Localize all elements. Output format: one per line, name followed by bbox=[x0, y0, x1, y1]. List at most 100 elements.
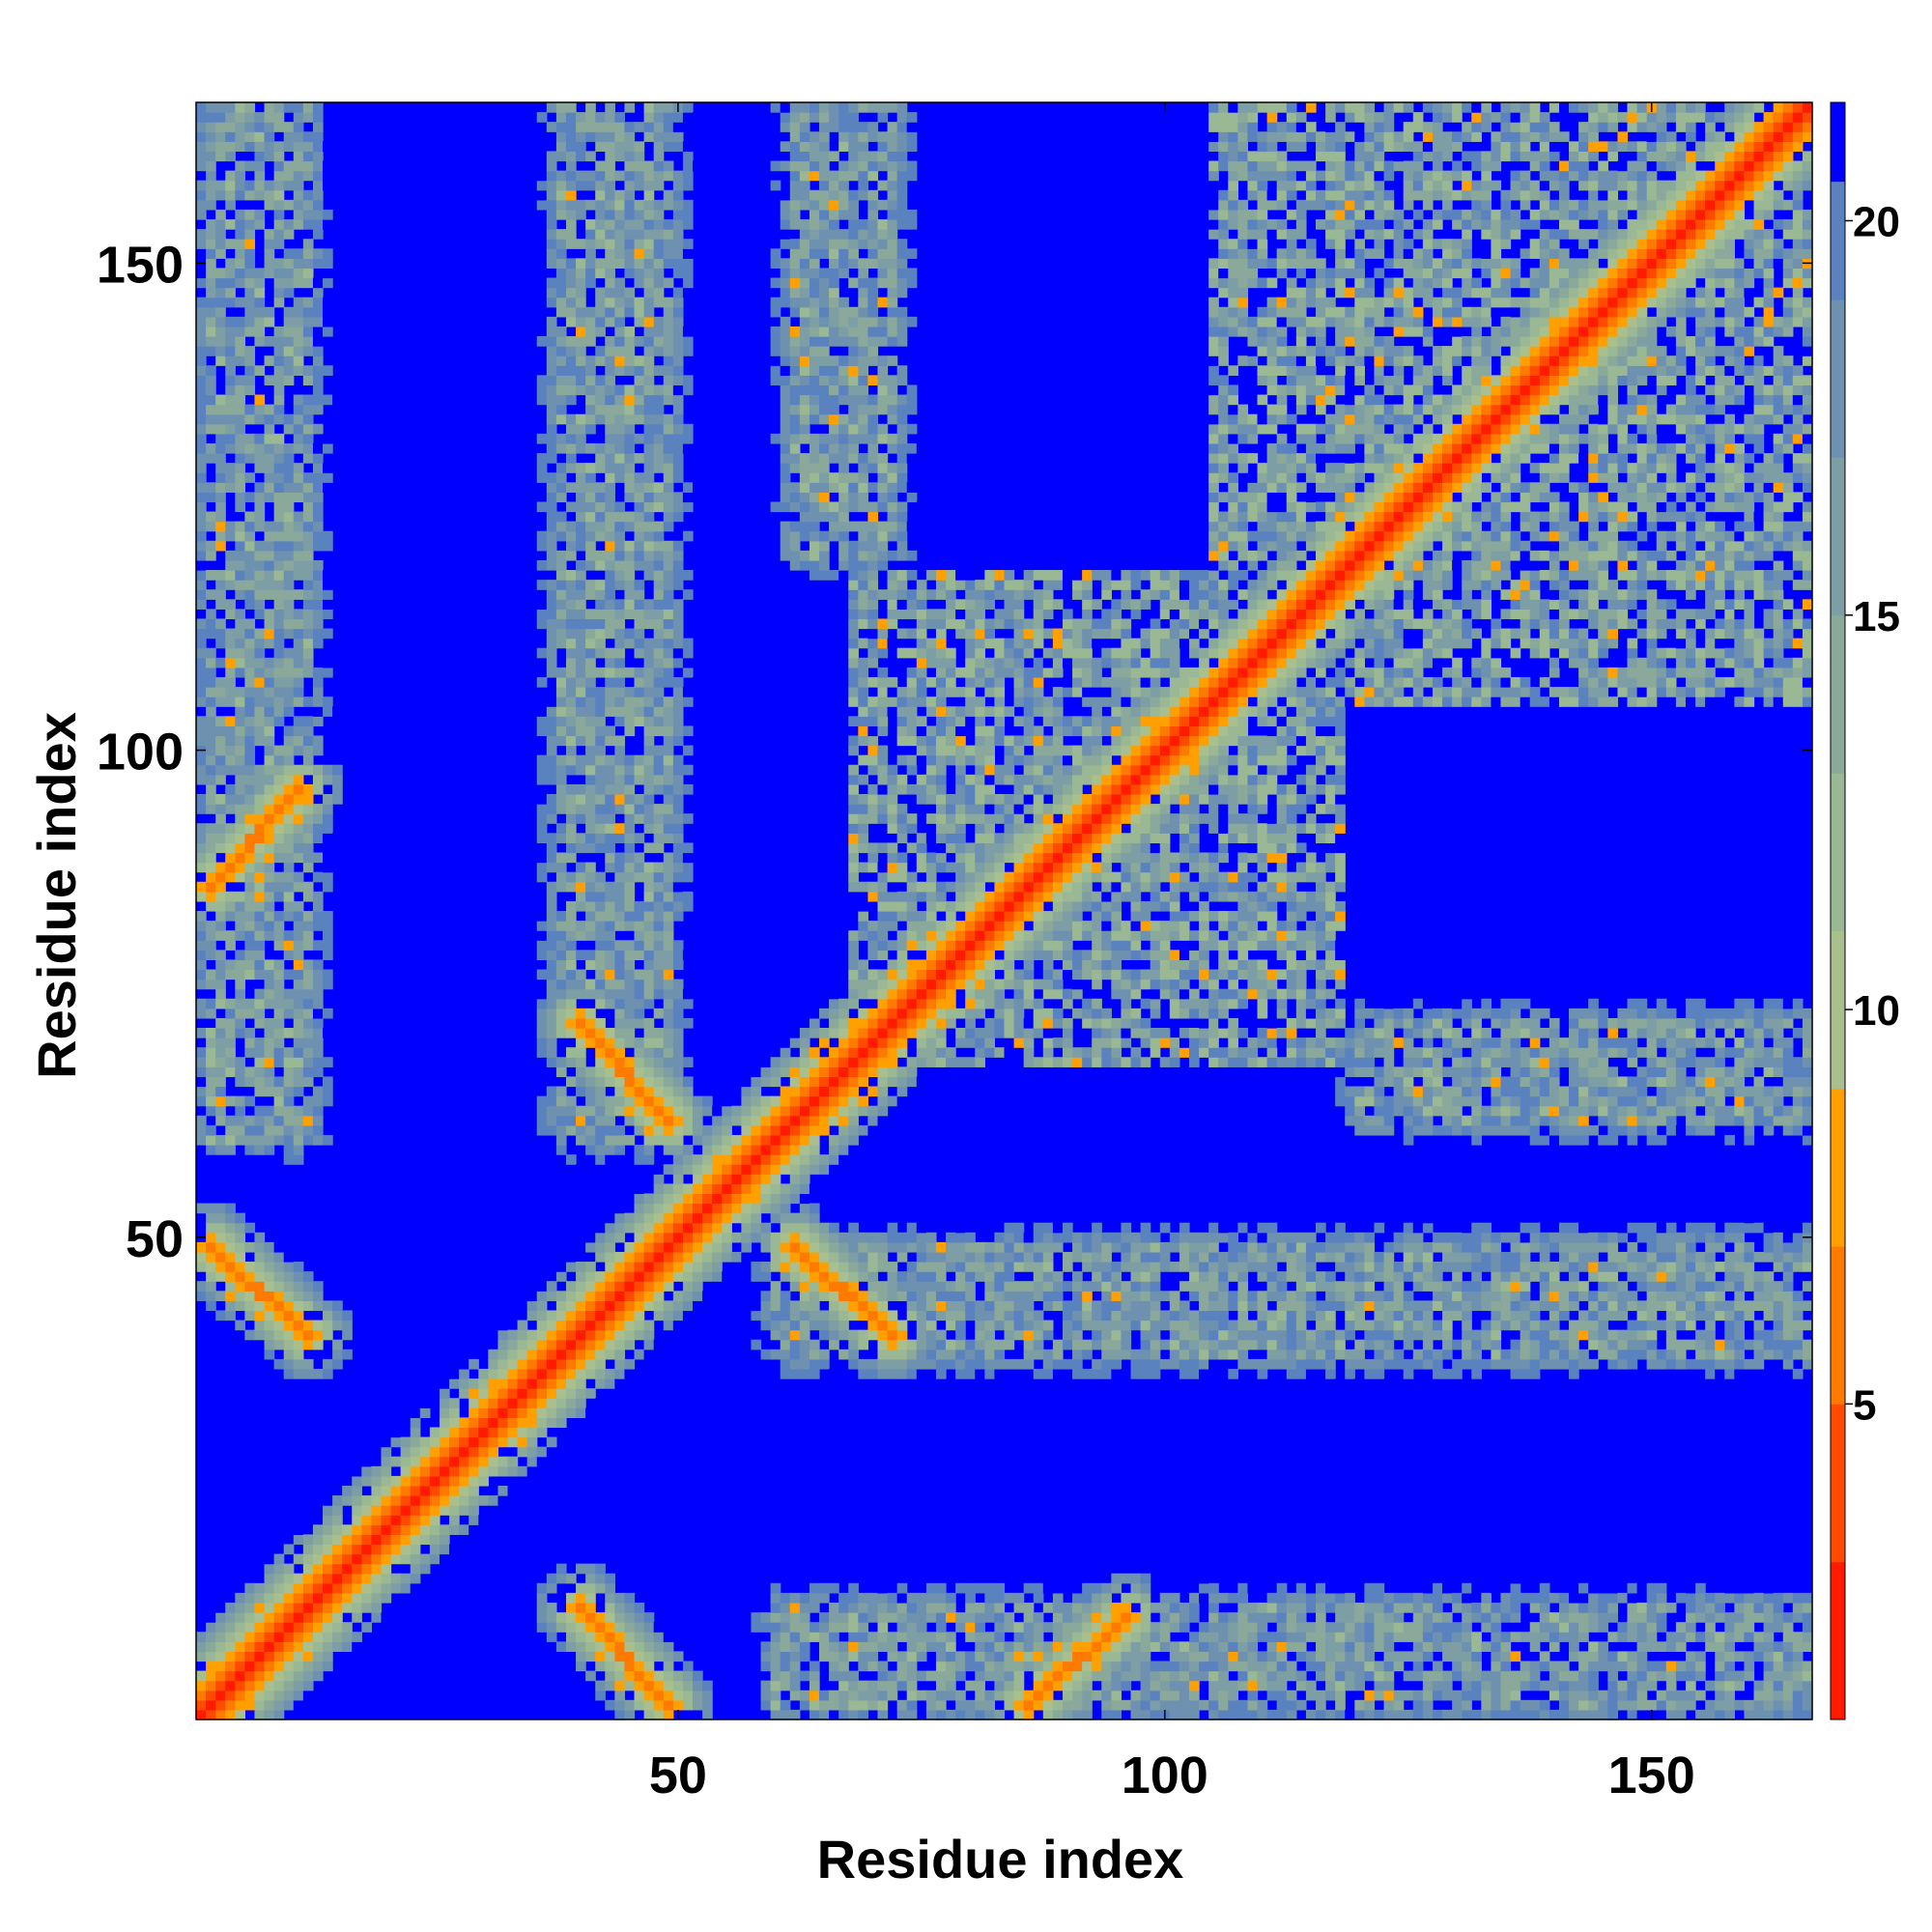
heatmap-cell bbox=[546, 1398, 557, 1408]
heatmap-cell bbox=[634, 667, 645, 678]
heatmap-cell bbox=[302, 1057, 314, 1067]
heatmap-cell bbox=[312, 131, 324, 142]
heatmap-cell bbox=[605, 862, 615, 873]
heatmap-cell bbox=[858, 716, 869, 726]
heatmap-cell bbox=[555, 365, 567, 376]
heatmap-cell bbox=[585, 122, 596, 132]
heatmap-cell bbox=[643, 823, 655, 834]
heatmap-cell bbox=[225, 1047, 236, 1058]
heatmap-cell bbox=[565, 1349, 577, 1360]
heatmap-cell bbox=[751, 1134, 762, 1146]
heatmap-cell bbox=[585, 170, 596, 182]
heatmap-cell bbox=[555, 102, 567, 113]
heatmap-cell bbox=[478, 1407, 489, 1418]
heatmap-cell bbox=[244, 813, 256, 824]
heatmap-cell bbox=[449, 1544, 460, 1555]
heatmap-cell bbox=[829, 180, 839, 191]
heatmap-cell bbox=[323, 160, 333, 172]
heatmap-cell bbox=[225, 764, 236, 776]
heatmap-cell bbox=[624, 258, 636, 270]
heatmap-cell bbox=[653, 871, 665, 883]
heatmap-cell bbox=[848, 1066, 859, 1078]
heatmap-cell bbox=[576, 628, 586, 639]
heatmap-cell bbox=[215, 189, 226, 201]
heatmap-cell bbox=[312, 813, 324, 824]
heatmap-cell bbox=[595, 783, 606, 795]
heatmap-cell bbox=[672, 1262, 684, 1272]
heatmap-cell bbox=[235, 900, 245, 912]
heatmap-cell bbox=[595, 891, 606, 902]
heatmap-cell bbox=[858, 463, 869, 473]
heatmap-cell bbox=[546, 1368, 557, 1379]
heatmap-cell bbox=[595, 580, 606, 590]
heatmap-cell bbox=[819, 1262, 830, 1272]
heatmap-cell bbox=[770, 1612, 781, 1623]
heatmap-cell bbox=[672, 696, 684, 707]
heatmap-cell bbox=[225, 1017, 236, 1029]
heatmap-cell bbox=[858, 482, 869, 493]
heatmap-cell bbox=[595, 1300, 606, 1312]
heatmap-cell bbox=[653, 1251, 665, 1263]
heatmap-cell bbox=[555, 667, 567, 678]
heatmap-cell bbox=[323, 482, 333, 493]
heatmap-cell bbox=[682, 1232, 694, 1243]
heatmap-cell bbox=[439, 1388, 450, 1399]
heatmap-cell bbox=[206, 453, 216, 464]
heatmap-cell bbox=[536, 433, 548, 444]
heatmap-cell bbox=[555, 833, 567, 844]
heatmap-cell bbox=[682, 326, 694, 337]
heatmap-cell bbox=[702, 1222, 713, 1234]
heatmap-cell bbox=[244, 404, 256, 415]
heatmap-cell bbox=[469, 1358, 479, 1370]
heatmap-cell bbox=[838, 501, 849, 513]
heatmap-cell bbox=[196, 1251, 207, 1263]
heatmap-cell bbox=[323, 1534, 333, 1546]
heatmap-cell bbox=[624, 199, 636, 211]
heatmap-cell bbox=[799, 248, 810, 259]
heatmap-cell bbox=[342, 1310, 353, 1321]
heatmap-cell bbox=[595, 131, 606, 142]
heatmap-cell bbox=[585, 1368, 596, 1379]
heatmap-cell bbox=[565, 423, 577, 435]
heatmap-cell bbox=[672, 1271, 684, 1282]
heatmap-cell bbox=[478, 1456, 489, 1467]
heatmap-cell bbox=[829, 1262, 839, 1272]
heatmap-cell bbox=[614, 1134, 626, 1146]
heatmap-cell bbox=[605, 1037, 615, 1048]
heatmap-cell bbox=[682, 1661, 694, 1672]
heatmap-cell bbox=[225, 365, 236, 376]
heatmap-cell bbox=[848, 1602, 859, 1613]
heatmap-cell bbox=[312, 521, 324, 532]
heatmap-cell bbox=[312, 540, 324, 552]
heatmap-cell bbox=[488, 1495, 499, 1506]
heatmap-cell bbox=[585, 511, 596, 523]
heatmap-cell bbox=[692, 1699, 703, 1711]
heatmap-cell bbox=[634, 599, 645, 610]
heatmap-cell bbox=[225, 940, 236, 951]
heatmap-cell bbox=[206, 1008, 216, 1019]
heatmap-cell bbox=[235, 346, 245, 356]
heatmap-cell bbox=[663, 647, 674, 659]
heatmap-cell bbox=[789, 384, 801, 396]
heatmap-cell bbox=[293, 676, 304, 688]
heatmap-cell bbox=[819, 1310, 830, 1321]
heatmap-cell bbox=[643, 501, 655, 513]
heatmap-cell bbox=[302, 1358, 314, 1370]
heatmap-cell bbox=[585, 219, 596, 230]
heatmap-cell bbox=[352, 1553, 362, 1565]
heatmap-cell bbox=[546, 1028, 557, 1038]
heatmap-cell bbox=[663, 745, 674, 756]
heatmap-cell bbox=[264, 1291, 275, 1301]
heatmap-cell bbox=[653, 1690, 665, 1701]
heatmap-cell bbox=[536, 969, 548, 980]
heatmap-cell bbox=[614, 628, 626, 639]
heatmap-cell bbox=[838, 209, 849, 220]
heatmap-cell bbox=[352, 1505, 362, 1516]
heatmap-cell bbox=[605, 783, 615, 795]
heatmap-cell bbox=[585, 1095, 596, 1107]
heatmap-cell bbox=[323, 842, 333, 854]
heatmap-cell bbox=[789, 404, 801, 415]
heatmap-cell bbox=[196, 891, 207, 902]
heatmap-cell bbox=[546, 813, 557, 824]
heatmap-cell bbox=[624, 1281, 636, 1292]
